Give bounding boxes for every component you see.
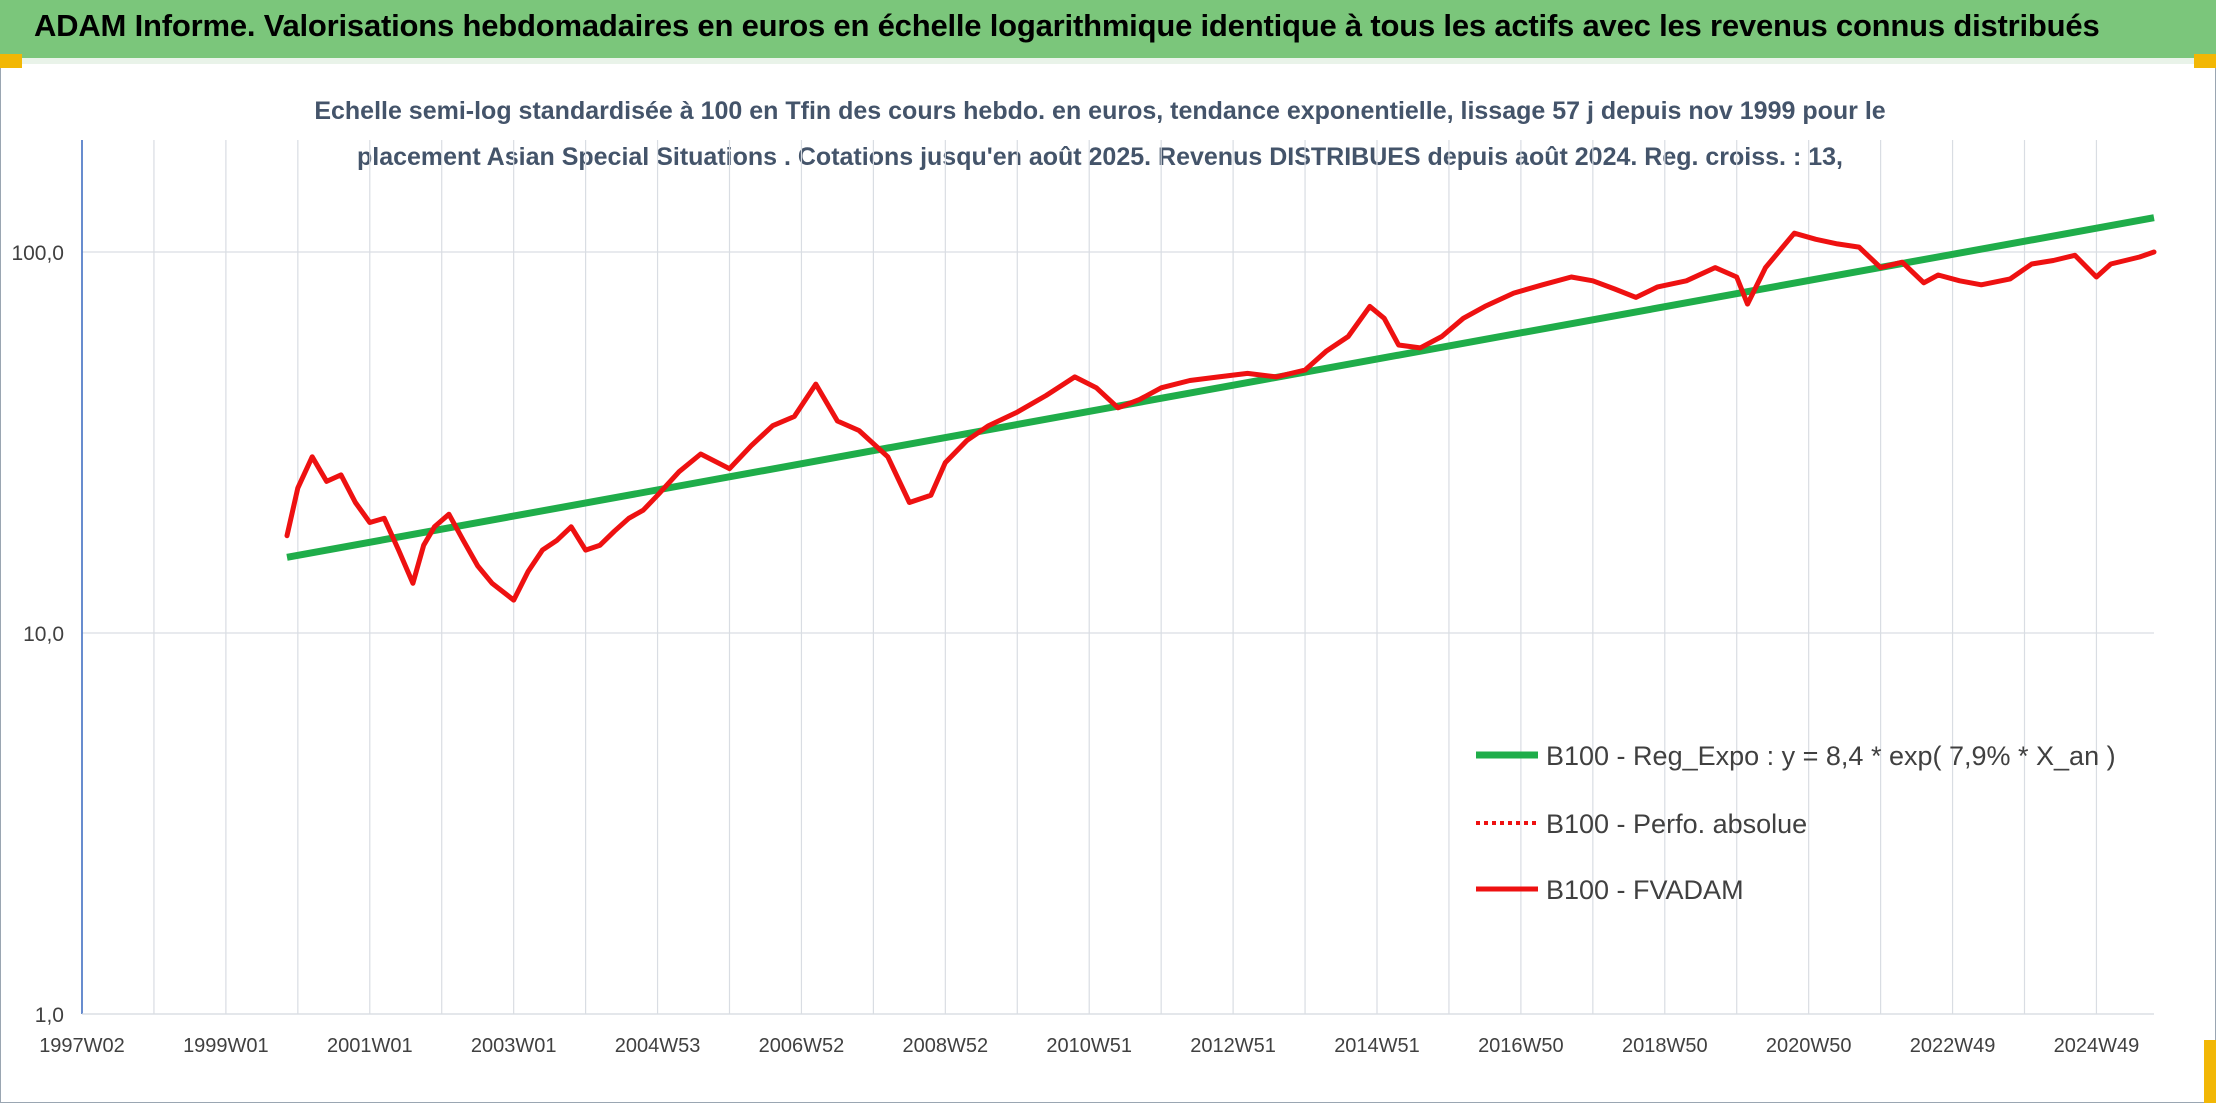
grid-layer <box>81 140 2154 1015</box>
series-line-fvadam <box>284 230 2157 603</box>
series-line-reg-expo <box>286 214 2155 561</box>
x-tick-label: 2014W51 <box>1334 1035 1420 1057</box>
x-tick-label: 2022W49 <box>1910 1035 1996 1057</box>
corner-accent-bottom-right <box>2204 1040 2216 1103</box>
corner-accent-top-right <box>2194 54 2216 68</box>
chart-subtitle-line-2: placement Asian Special Situations . Cot… <box>357 143 1843 171</box>
x-tick-label: 2012W51 <box>1190 1035 1276 1057</box>
x-tick-label: 2001W01 <box>327 1035 413 1057</box>
axis-layer: 1,0 10,0 100,0 1997W02 1999W01 2001W01 2003W01… <box>11 140 2154 1057</box>
y-tick-label: 100,0 <box>11 242 64 265</box>
corner-accent-top-left <box>0 54 22 68</box>
legend: B100 - Reg_Expo : y = 8,4 * exp( 7,9% * … <box>1476 741 2116 905</box>
x-tick-label: 2024W49 <box>2054 1035 2140 1057</box>
x-tick-label: 2010W51 <box>1046 1035 1132 1057</box>
x-tick-label: 2008W52 <box>903 1035 989 1057</box>
series-layer <box>284 214 2157 603</box>
legend-label: B100 - FVADAM <box>1546 875 1744 905</box>
y-tick-label: 10,0 <box>23 623 64 646</box>
x-tick-label: 2003W01 <box>471 1035 557 1057</box>
legend-label: B100 - Reg_Expo : y = 8,4 * exp( 7,9% * … <box>1546 741 2116 771</box>
x-tick-label: 2006W52 <box>759 1035 845 1057</box>
x-tick-label: 2020W50 <box>1766 1035 1852 1057</box>
x-tick-label: 2016W50 <box>1478 1035 1564 1057</box>
legend-label: B100 - Perfo. absolue <box>1546 809 1807 839</box>
header-band: ADAM Informe. Valorisations hebdomadaire… <box>0 0 2216 64</box>
y-tick-label: 1,0 <box>35 1004 64 1027</box>
x-tick-label: 2018W50 <box>1622 1035 1708 1057</box>
chart-subtitle-line-1: Echelle semi-log standardisée à 100 en T… <box>314 97 1886 125</box>
x-tick-label: 1997W02 <box>39 1035 125 1057</box>
page-title: ADAM Informe. Valorisations hebdomadaire… <box>34 8 2100 43</box>
x-tick-label: 1999W01 <box>183 1035 269 1057</box>
x-tick-label: 2004W53 <box>615 1035 701 1057</box>
